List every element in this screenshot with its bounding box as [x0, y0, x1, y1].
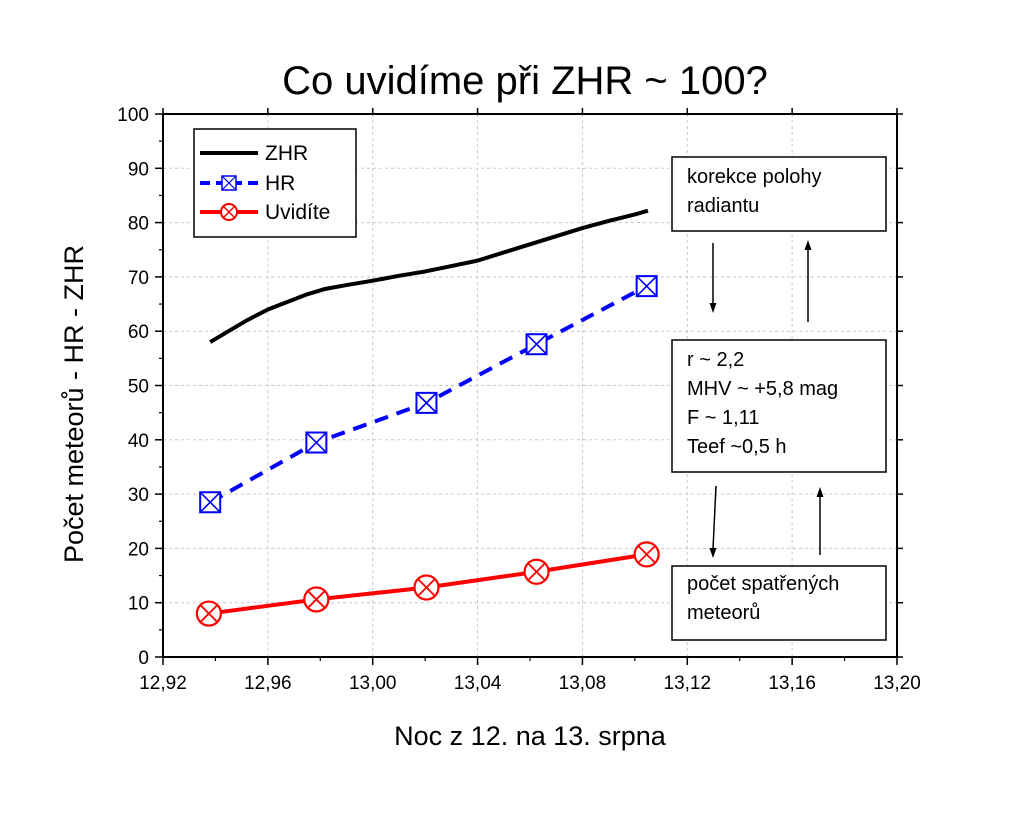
annotation-line: korekce polohy: [687, 166, 822, 188]
data-point-hr: [199, 491, 222, 514]
x-axis-title: Noc z 12. na 13. srpna: [394, 721, 667, 751]
y-tick-label: 20: [128, 539, 149, 560]
series-uvid-te: [195, 541, 660, 627]
arrow-head: [709, 548, 717, 558]
annotation-box: [671, 339, 887, 473]
annotation-line: meteorů: [687, 602, 760, 624]
legend-marker-uvidite: [220, 203, 238, 221]
chart-title: Co uvidíme při ZHR ~ 100?: [282, 59, 768, 103]
x-tick-label: 13,16: [768, 673, 816, 694]
series-hr: [199, 275, 658, 514]
data-point-uvid-te: [413, 574, 440, 601]
y-tick-label: 50: [128, 377, 149, 398]
data-point-hr: [525, 333, 548, 356]
arrow-head: [816, 487, 824, 497]
x-tick-label: 12,96: [244, 673, 292, 694]
series-zhr: [209, 208, 649, 344]
legend-marker-hr: [221, 175, 237, 191]
annotation-line: radiantu: [687, 195, 759, 217]
annotation-line: F ~ 1,11: [687, 407, 759, 429]
data-point-uvid-te: [303, 586, 330, 613]
y-tick-label: 40: [128, 431, 149, 452]
annotation-radiant-correction: korekce polohy radiantu: [671, 156, 887, 232]
y-tick-label: 100: [117, 105, 149, 126]
legend-item-uvidite: Uvidíte: [200, 201, 330, 224]
x-tick-label: 13,08: [559, 673, 607, 694]
y-axis: 0 10 20 30 40 50 60 70 80 90 100: [117, 105, 903, 669]
data-point-hr: [305, 431, 328, 454]
annotation-line: Teef ~0,5 h: [687, 436, 787, 458]
y-tick-label: 70: [128, 268, 149, 289]
legend-item-hr: HR: [200, 172, 295, 195]
y-tick-label: 30: [128, 485, 149, 506]
legend-label-zhr: ZHR: [265, 142, 308, 165]
annotation-line: r ~ 2,2: [687, 349, 744, 371]
legend-label-hr: HR: [265, 172, 295, 195]
data-point-uvid-te: [633, 541, 660, 568]
x-tick-label: 13,12: [664, 673, 712, 694]
x-axis: 12,92 12,96 13,00 13,04 13,08 13,12 13,16 13,20: [139, 108, 921, 694]
data-point-uvid-te: [523, 558, 550, 585]
annotation-line: MHV ~ +5,8 mag: [687, 378, 838, 400]
annotation-box: [671, 156, 887, 232]
annotation-parameters: r ~ 2,2 MHV ~ +5,8 mag F ~ 1,11 Teef ~0,…: [671, 339, 887, 473]
annotation-seen-meteors: počet spatřených meteorů: [671, 565, 887, 641]
data-point-uvid-te: [195, 600, 222, 627]
annotation-arrows: [709, 240, 824, 558]
annotation-line: počet spatřených: [687, 573, 839, 595]
arrow-head: [709, 303, 717, 313]
legend: ZHR HR Uvidíte: [193, 128, 357, 238]
legend-item-zhr: ZHR: [200, 142, 308, 165]
series-layer: [195, 208, 660, 627]
arrow-down: [712, 485, 717, 550]
y-tick-label: 90: [128, 159, 149, 180]
legend-label-uvidite: Uvidíte: [265, 201, 330, 224]
x-tick-label: 13,20: [873, 673, 921, 694]
y-tick-label: 80: [128, 214, 149, 235]
y-tick-label: 10: [128, 594, 149, 615]
y-axis-title: Počet meteorů - HR - ZHR: [59, 245, 89, 563]
data-point-hr: [415, 391, 438, 414]
series-line-zhr: [209, 208, 649, 344]
y-tick-label: 0: [138, 648, 149, 669]
x-tick-label: 13,00: [349, 673, 397, 694]
annotation-box: [671, 565, 887, 641]
arrow-head: [804, 240, 812, 250]
y-tick-label: 60: [128, 322, 149, 343]
x-tick-label: 12,92: [139, 673, 187, 694]
data-point-hr: [635, 275, 658, 298]
x-tick-label: 13,04: [454, 673, 502, 694]
